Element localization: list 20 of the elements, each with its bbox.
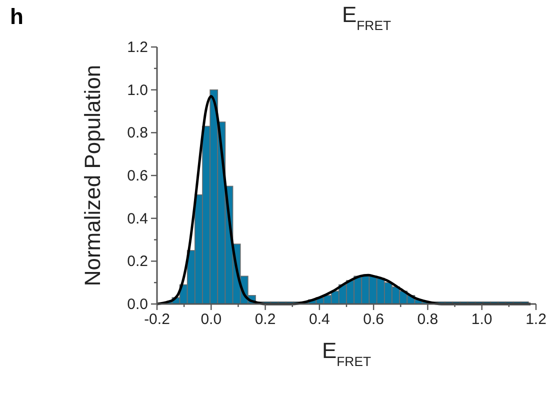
x-tick-label: 1.2 — [526, 311, 546, 328]
x-tick-label: 1.0 — [471, 311, 492, 328]
y-tick-label: 0.2 — [127, 253, 148, 270]
y-axis-title: Normalized Population — [80, 64, 105, 286]
x-tick-label: 0.4 — [309, 311, 330, 328]
x-tick-label: 0.6 — [363, 311, 384, 328]
x-tick-label: 0.8 — [417, 311, 438, 328]
chart-title: E$_{FRET}$ — [342, 2, 392, 32]
y-tick-label: 1.0 — [127, 82, 148, 99]
y-tick-label: 1.2 — [127, 39, 148, 56]
y-tick-label: 0.8 — [127, 124, 148, 142]
x-tick-label: -0.2 — [144, 311, 170, 328]
text: h — [10, 4, 24, 29]
x-axis-title: E$_{FRET}$ — [322, 338, 372, 368]
x-tick-label: 0.2 — [254, 311, 276, 328]
y-tick-label: 0.6 — [127, 168, 148, 184]
line-series — [156, 95, 532, 306]
y-tick-label: 0.0 — [127, 296, 148, 313]
y-tick-label: 0.4 — [127, 210, 148, 228]
x-tick-label: 0.0 — [200, 311, 222, 328]
